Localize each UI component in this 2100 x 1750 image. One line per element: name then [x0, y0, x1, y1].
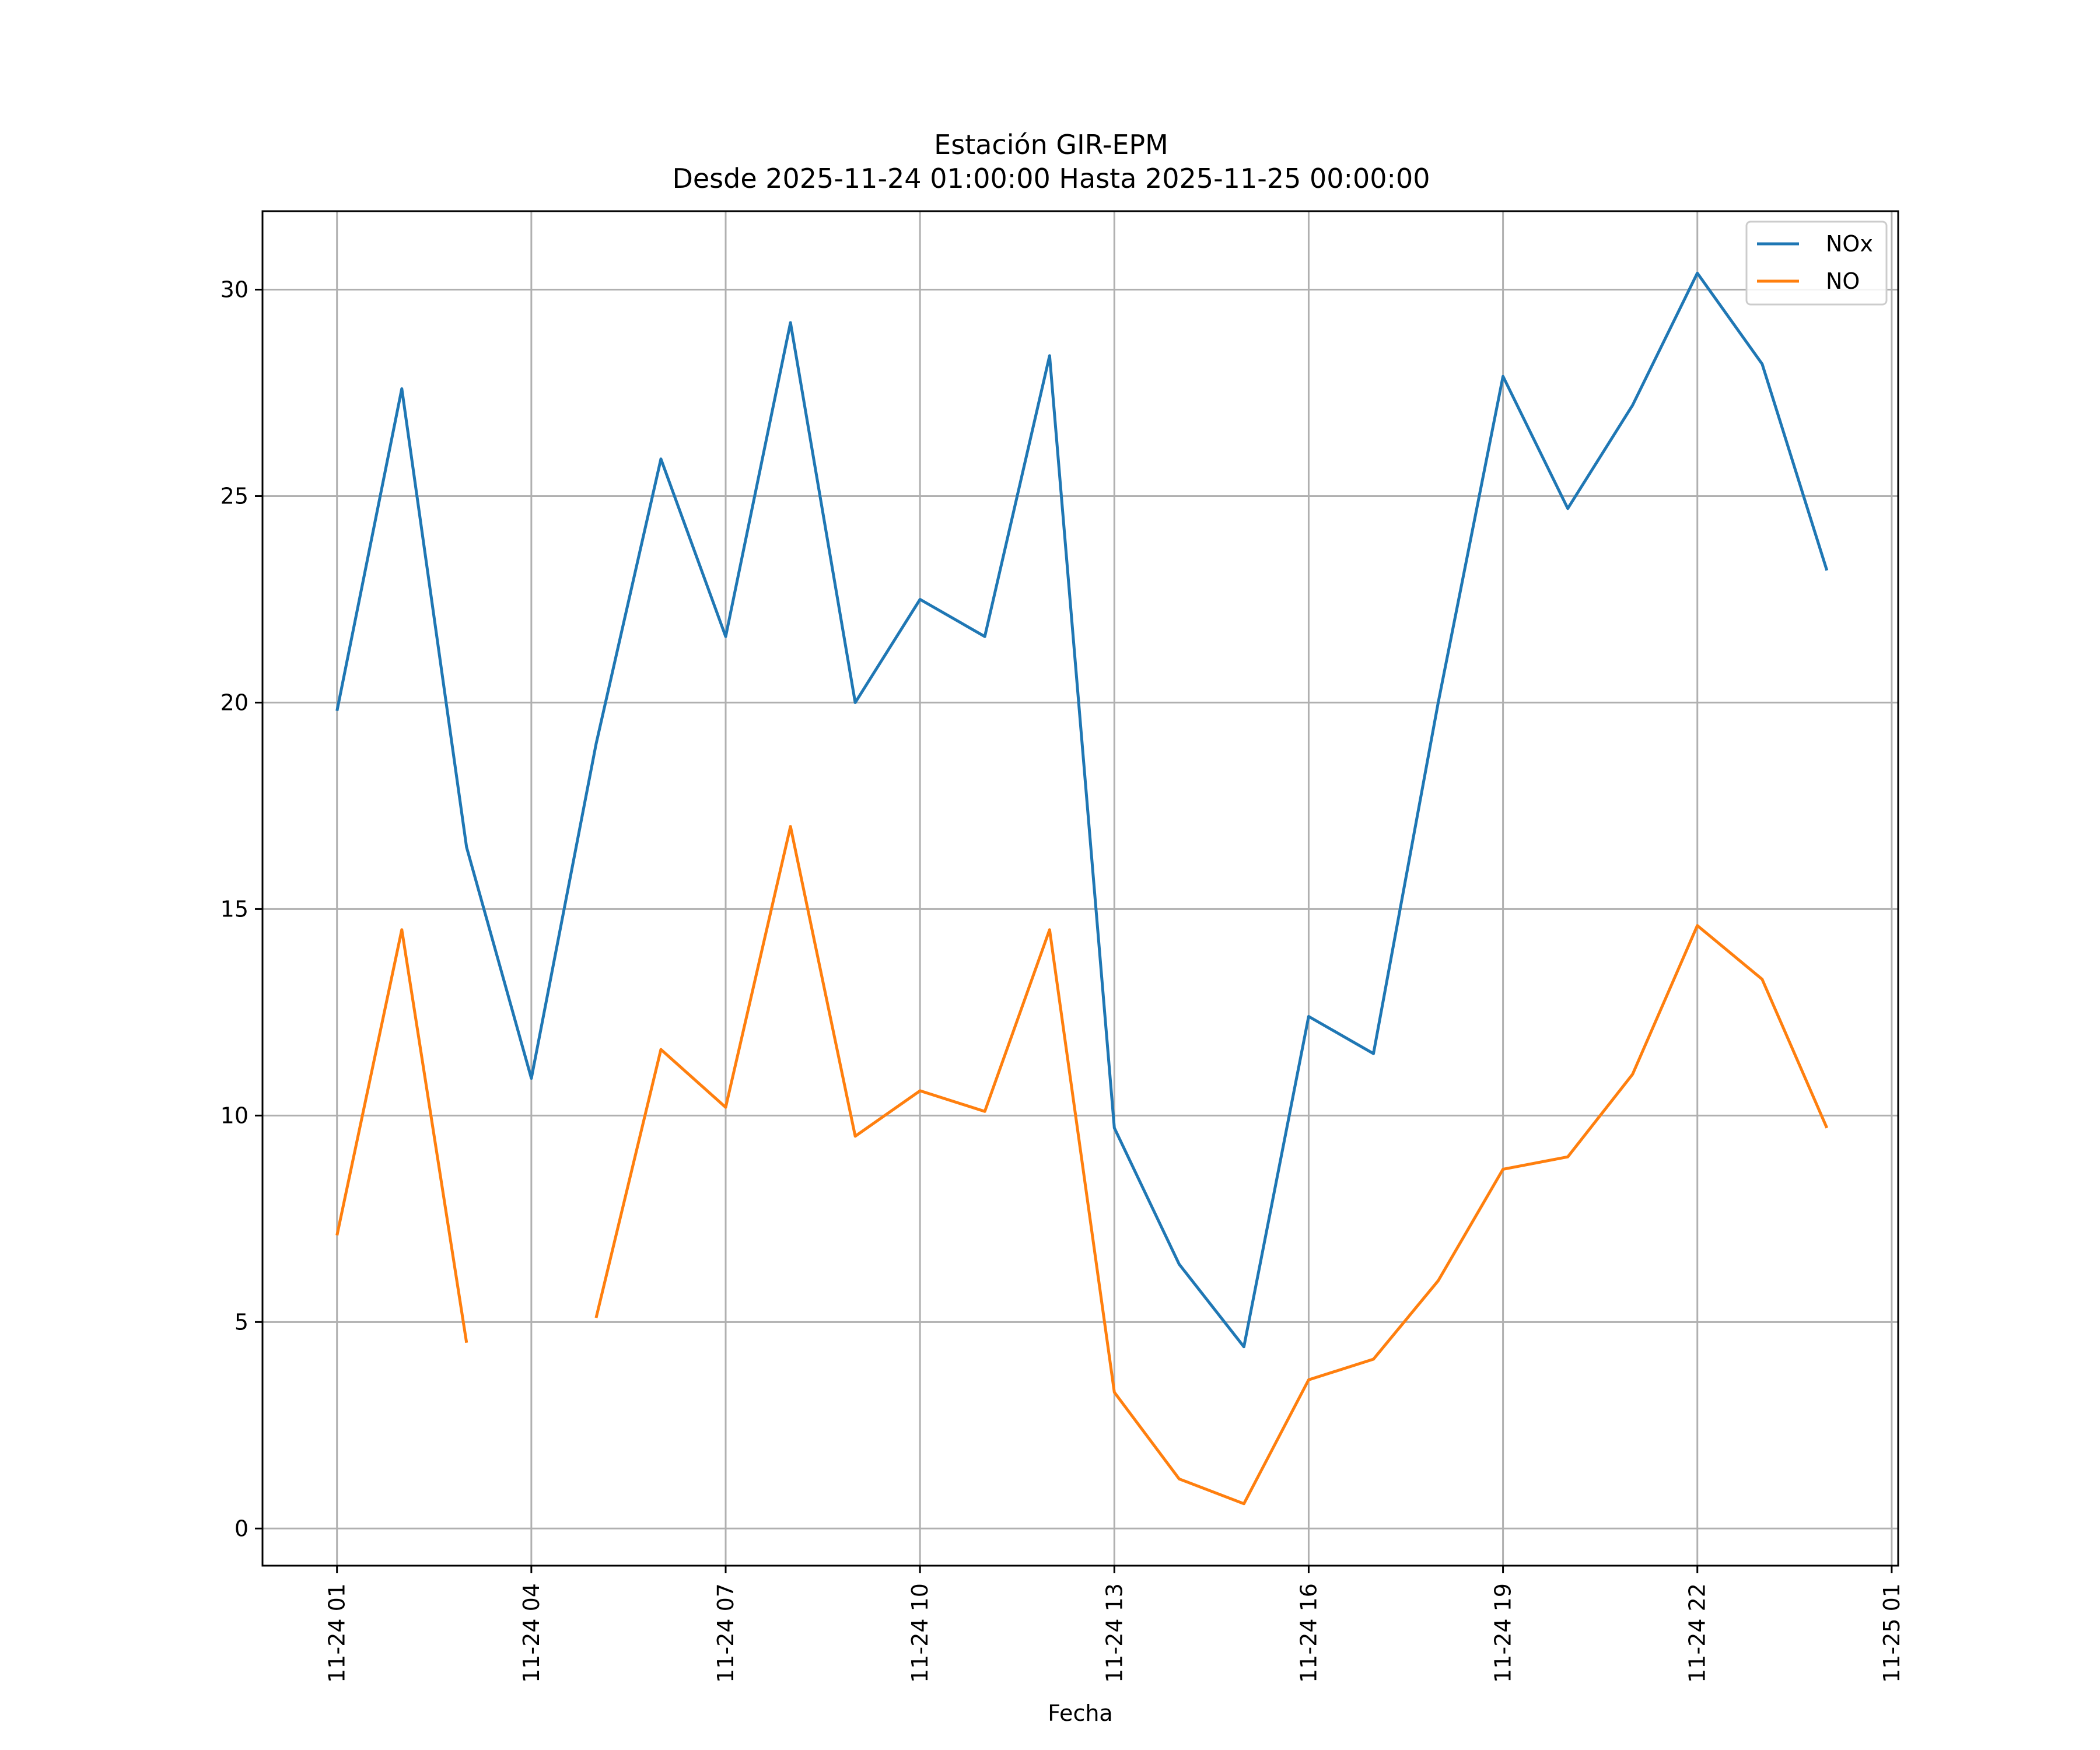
- ticks-layer: 0 5 10 15 20 25 30 11-24 01 11-24 04 11-24 07 11-2…: [220, 277, 1905, 1683]
- y-tick-label: 20: [220, 690, 249, 715]
- y-tick-label: 5: [235, 1309, 249, 1335]
- x-tick-label: 11-24 13: [1101, 1583, 1127, 1683]
- legend: NOx NO: [1745, 220, 1888, 306]
- x-axis-label: Fecha: [1048, 1700, 1112, 1726]
- plot-frame: [261, 210, 1899, 1567]
- legend-label-nox: NOx: [1826, 231, 1873, 257]
- chart-title-line1: Estación GIR-EPM: [934, 129, 1168, 160]
- x-tick-label: 11-25 01: [1879, 1583, 1905, 1683]
- x-tick-label: 11-24 10: [907, 1583, 933, 1683]
- x-tick-label: 11-24 04: [519, 1583, 544, 1683]
- series-line-no: [335, 825, 1829, 1506]
- x-tick-label: 11-24 01: [324, 1583, 350, 1683]
- x-tick-label: 11-24 19: [1490, 1583, 1516, 1683]
- legend-label-no: NO: [1826, 268, 1860, 294]
- x-tick-label: 11-24 07: [713, 1583, 738, 1683]
- y-tick-label: 30: [220, 277, 249, 303]
- series-layer: [335, 271, 1829, 1506]
- y-tick-label: 10: [220, 1102, 249, 1128]
- y-tick-label: 0: [235, 1516, 249, 1541]
- grid-layer: [262, 211, 1898, 1566]
- y-tick-label: 25: [220, 483, 249, 509]
- chart-title-line2: Desde 2025-11-24 01:00:00 Hasta 2025-11-…: [672, 163, 1430, 194]
- y-tick-label: 15: [220, 896, 249, 922]
- x-tick-label: 11-24 22: [1685, 1583, 1710, 1683]
- series-line-nox: [335, 271, 1829, 1349]
- x-tick-label: 11-24 16: [1296, 1583, 1321, 1683]
